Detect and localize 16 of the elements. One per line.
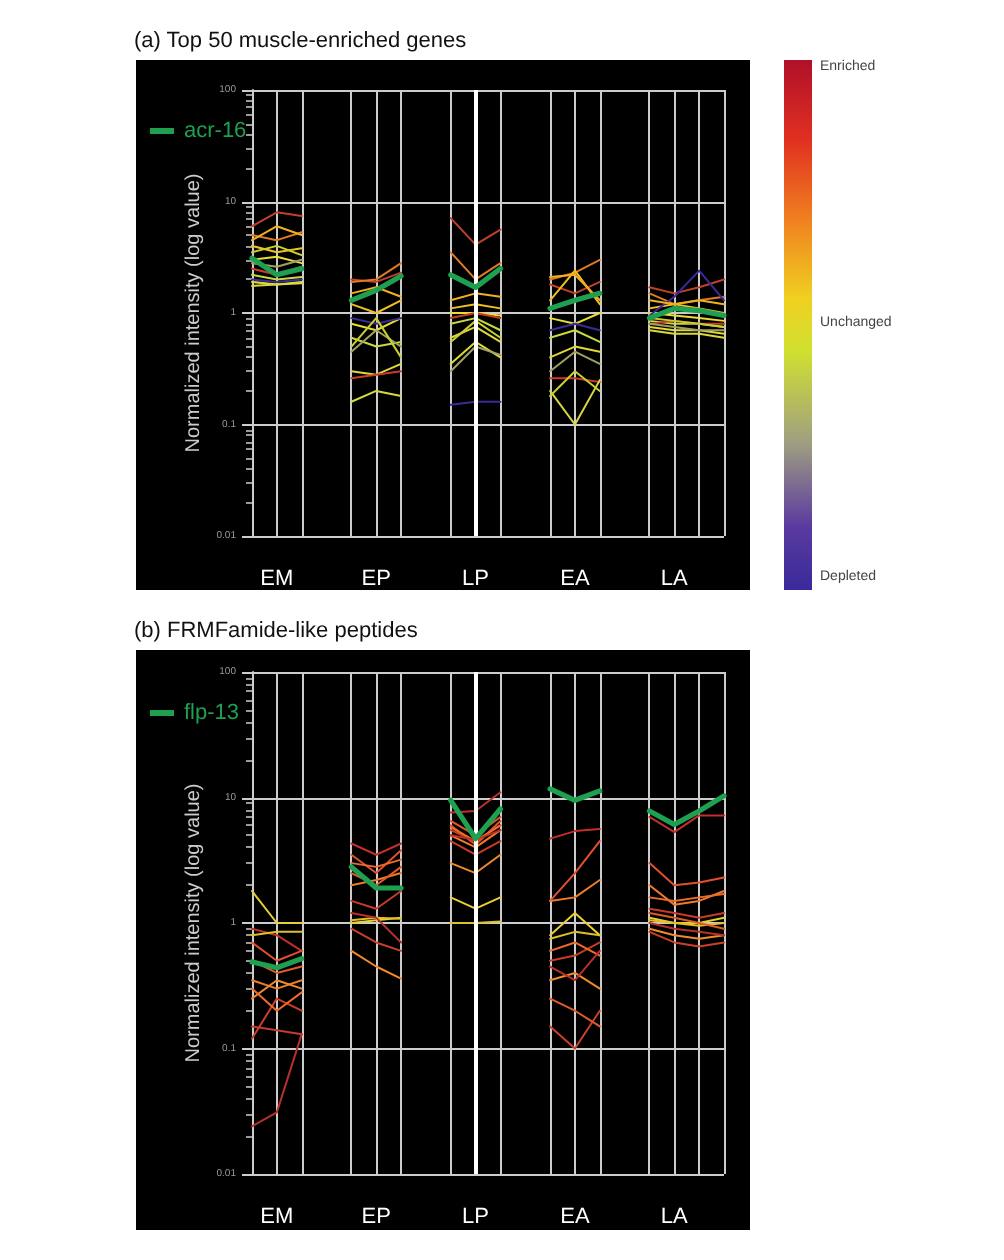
x-tick-label: LP [462,1205,490,1229]
chart-title: (b) FRMFamide-like peptides [134,619,419,643]
chart-title: (a) Top 50 muscle-enriched genes [134,29,468,53]
x-tick-label: EM [260,567,294,591]
x-tick-label: EM [260,1205,294,1229]
x-tick-label: EP [361,1205,391,1229]
x-tick-label: EA [560,1205,591,1229]
x-tick-label: EP [361,567,391,591]
legend-label: acr-16 [184,119,247,143]
y-axis-title: Normalized intensity (log value) [183,783,205,1063]
x-tick-label: EA [560,567,591,591]
x-tick-label: LP [462,567,490,591]
legend-label: flp-13 [184,701,240,725]
x-tick-label: LA [660,567,690,591]
x-tick-label: LA [660,1205,690,1229]
y-axis-title: Normalized intensity (log value) [183,173,205,453]
